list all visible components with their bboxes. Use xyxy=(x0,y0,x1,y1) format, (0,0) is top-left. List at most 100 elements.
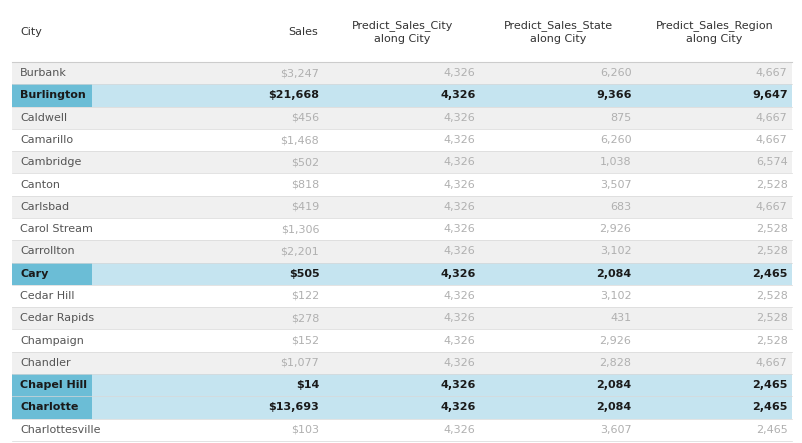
Text: $2,201: $2,201 xyxy=(281,246,319,256)
Text: $1,077: $1,077 xyxy=(281,358,319,368)
Text: 3,102: 3,102 xyxy=(600,291,631,301)
Text: 2,084: 2,084 xyxy=(596,402,631,412)
Text: Chandler: Chandler xyxy=(20,358,71,368)
Text: 6,574: 6,574 xyxy=(755,157,788,167)
Text: 4,326: 4,326 xyxy=(444,335,476,346)
Bar xyxy=(12,62,792,84)
Bar xyxy=(12,151,792,173)
Bar xyxy=(12,263,792,285)
Text: 2,528: 2,528 xyxy=(755,291,788,301)
Text: 4,326: 4,326 xyxy=(440,269,476,279)
Text: 4,326: 4,326 xyxy=(444,425,476,435)
Bar xyxy=(12,285,792,307)
Text: 4,326: 4,326 xyxy=(444,179,476,190)
Text: 1,038: 1,038 xyxy=(600,157,631,167)
Text: 2,465: 2,465 xyxy=(752,269,788,279)
Text: Cedar Rapids: Cedar Rapids xyxy=(20,313,94,323)
Bar xyxy=(12,263,92,285)
Text: 2,828: 2,828 xyxy=(599,358,631,368)
Bar xyxy=(12,2,792,62)
Text: Burlington: Burlington xyxy=(20,90,86,101)
Text: 4,326: 4,326 xyxy=(444,68,476,78)
Text: 9,366: 9,366 xyxy=(596,90,631,101)
Text: 2,528: 2,528 xyxy=(755,313,788,323)
Text: Chapel Hill: Chapel Hill xyxy=(20,380,87,390)
Bar xyxy=(12,396,92,419)
Text: $278: $278 xyxy=(291,313,319,323)
Text: 4,667: 4,667 xyxy=(755,113,788,123)
Text: Burbank: Burbank xyxy=(20,68,67,78)
Bar xyxy=(12,330,792,352)
Text: 2,528: 2,528 xyxy=(755,179,788,190)
Text: 3,102: 3,102 xyxy=(600,246,631,256)
Text: $13,693: $13,693 xyxy=(269,402,319,412)
Text: 4,326: 4,326 xyxy=(444,113,476,123)
Bar xyxy=(12,240,792,263)
Text: Predict_Sales_Region
along City: Predict_Sales_Region along City xyxy=(655,20,773,44)
Text: Champaign: Champaign xyxy=(20,335,84,346)
Text: $14: $14 xyxy=(296,380,319,390)
Text: Charlotte: Charlotte xyxy=(20,402,79,412)
Text: 6,260: 6,260 xyxy=(600,135,631,145)
Text: $505: $505 xyxy=(289,269,319,279)
Text: Canton: Canton xyxy=(20,179,60,190)
Text: $103: $103 xyxy=(291,425,319,435)
Text: 2,084: 2,084 xyxy=(596,380,631,390)
Text: 4,326: 4,326 xyxy=(440,380,476,390)
Text: $456: $456 xyxy=(291,113,319,123)
Text: 4,667: 4,667 xyxy=(755,358,788,368)
Text: 4,326: 4,326 xyxy=(440,90,476,101)
Text: $1,468: $1,468 xyxy=(281,135,319,145)
Text: $3,247: $3,247 xyxy=(281,68,319,78)
Text: Cedar Hill: Cedar Hill xyxy=(20,291,75,301)
Bar xyxy=(12,196,792,218)
Text: 4,667: 4,667 xyxy=(755,68,788,78)
Text: $419: $419 xyxy=(291,202,319,212)
Text: 2,465: 2,465 xyxy=(755,425,788,435)
Text: 3,607: 3,607 xyxy=(600,425,631,435)
Text: 4,326: 4,326 xyxy=(440,402,476,412)
Text: 2,926: 2,926 xyxy=(600,335,631,346)
Text: 431: 431 xyxy=(610,313,631,323)
Bar xyxy=(12,374,792,396)
Text: $502: $502 xyxy=(291,157,319,167)
Text: 4,667: 4,667 xyxy=(755,135,788,145)
Text: 4,326: 4,326 xyxy=(444,157,476,167)
Text: 4,326: 4,326 xyxy=(444,135,476,145)
Text: 2,465: 2,465 xyxy=(752,380,788,390)
Bar xyxy=(12,396,792,419)
Text: 875: 875 xyxy=(610,113,631,123)
Text: 4,667: 4,667 xyxy=(755,202,788,212)
Bar xyxy=(12,84,792,107)
Text: $818: $818 xyxy=(291,179,319,190)
Text: 2,528: 2,528 xyxy=(755,246,788,256)
Bar xyxy=(12,129,792,151)
Text: Caldwell: Caldwell xyxy=(20,113,67,123)
Bar xyxy=(12,218,792,240)
Text: 2,528: 2,528 xyxy=(755,224,788,234)
Text: Carol Stream: Carol Stream xyxy=(20,224,93,234)
Text: Cambridge: Cambridge xyxy=(20,157,82,167)
Bar xyxy=(12,307,792,330)
Text: $1,306: $1,306 xyxy=(281,224,319,234)
Text: 2,528: 2,528 xyxy=(755,335,788,346)
Text: City: City xyxy=(20,27,42,37)
Bar xyxy=(12,352,792,374)
Text: 2,465: 2,465 xyxy=(752,402,788,412)
Text: $122: $122 xyxy=(291,291,319,301)
Text: Predict_Sales_City
along City: Predict_Sales_City along City xyxy=(351,20,453,44)
Text: $21,668: $21,668 xyxy=(269,90,319,101)
Text: 3,507: 3,507 xyxy=(600,179,631,190)
Text: Camarillo: Camarillo xyxy=(20,135,73,145)
Text: 9,647: 9,647 xyxy=(752,90,788,101)
Text: 4,326: 4,326 xyxy=(444,358,476,368)
Text: Predict_Sales_State
along City: Predict_Sales_State along City xyxy=(504,20,613,44)
Text: Carlsbad: Carlsbad xyxy=(20,202,69,212)
Text: 6,260: 6,260 xyxy=(600,68,631,78)
Text: Carrollton: Carrollton xyxy=(20,246,75,256)
Text: $152: $152 xyxy=(291,335,319,346)
Bar xyxy=(12,84,92,107)
Text: 2,084: 2,084 xyxy=(596,269,631,279)
Bar xyxy=(12,419,792,441)
Text: Sales: Sales xyxy=(288,27,318,37)
